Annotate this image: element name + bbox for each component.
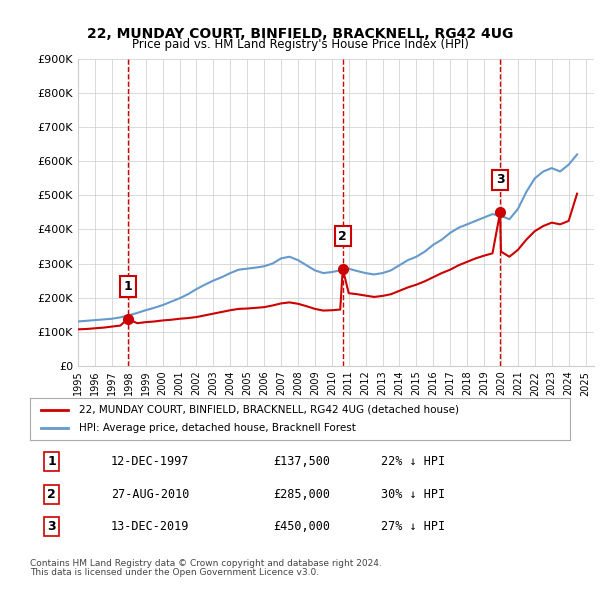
Text: 2: 2 [338,230,347,242]
Text: 3: 3 [47,520,56,533]
Text: 22, MUNDAY COURT, BINFIELD, BRACKNELL, RG42 4UG (detached house): 22, MUNDAY COURT, BINFIELD, BRACKNELL, R… [79,405,458,415]
Text: 30% ↓ HPI: 30% ↓ HPI [381,487,445,501]
Text: 1: 1 [124,280,132,293]
Text: £137,500: £137,500 [273,455,330,468]
Text: £450,000: £450,000 [273,520,330,533]
Text: 22% ↓ HPI: 22% ↓ HPI [381,455,445,468]
Text: £285,000: £285,000 [273,487,330,501]
Text: 3: 3 [496,173,505,186]
Text: 12-DEC-1997: 12-DEC-1997 [111,455,190,468]
Text: 1: 1 [47,455,56,468]
Text: Contains HM Land Registry data © Crown copyright and database right 2024.: Contains HM Land Registry data © Crown c… [30,559,382,568]
Text: 27-AUG-2010: 27-AUG-2010 [111,487,190,501]
Text: 2: 2 [47,487,56,501]
Text: 27% ↓ HPI: 27% ↓ HPI [381,520,445,533]
Text: This data is licensed under the Open Government Licence v3.0.: This data is licensed under the Open Gov… [30,568,319,577]
Text: Price paid vs. HM Land Registry's House Price Index (HPI): Price paid vs. HM Land Registry's House … [131,38,469,51]
Text: HPI: Average price, detached house, Bracknell Forest: HPI: Average price, detached house, Brac… [79,423,355,433]
Text: 13-DEC-2019: 13-DEC-2019 [111,520,190,533]
Text: 22, MUNDAY COURT, BINFIELD, BRACKNELL, RG42 4UG: 22, MUNDAY COURT, BINFIELD, BRACKNELL, R… [87,27,513,41]
